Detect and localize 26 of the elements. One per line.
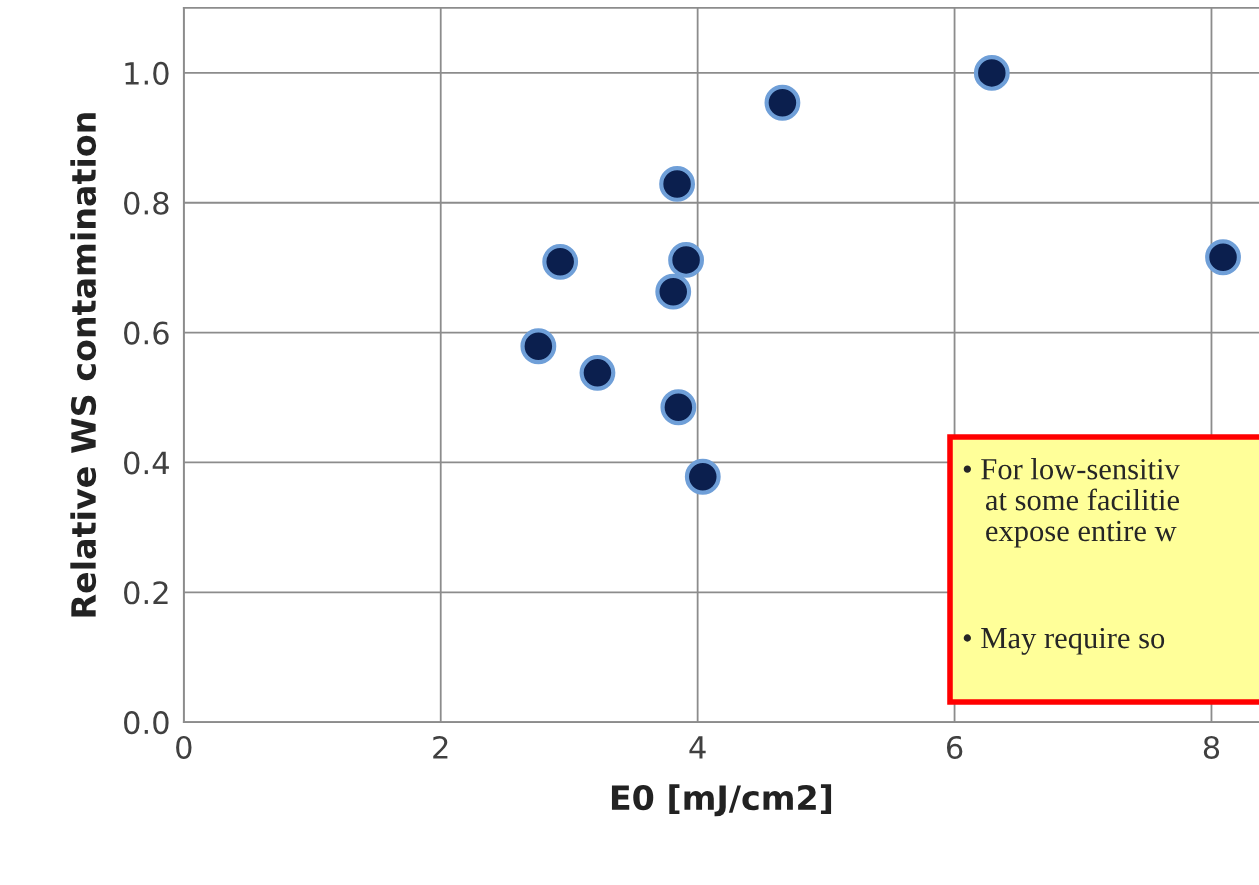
point	[520, 328, 557, 365]
y-axis-title: Relative WS contamination	[70, 113, 97, 617]
y-tick-label: 0.8	[124, 191, 169, 215]
point	[764, 84, 801, 121]
point	[579, 354, 616, 391]
x-axis-title: E0 [mJ/cm2]	[611, 784, 832, 817]
point	[973, 54, 1010, 91]
y-tick-label: 0.6	[124, 321, 169, 345]
y-tick-label: 0.0	[124, 711, 169, 735]
point	[655, 273, 692, 310]
x-tick-label: 6	[946, 735, 963, 760]
x-tick-label: 4	[689, 736, 706, 759]
point	[542, 243, 579, 280]
y-tick-label: 0.4	[124, 451, 169, 475]
point	[660, 389, 697, 426]
point	[668, 241, 705, 278]
annotation: • For low-sensitiv at some facilitie expose entire w	[963, 458, 1180, 548]
x-tick-label: 2	[433, 735, 448, 759]
y-tick-label: 0.2	[124, 581, 168, 605]
annotation: • May require so	[963, 627, 1165, 655]
point	[684, 458, 721, 495]
x-tick-label: 8	[1203, 735, 1220, 760]
point	[1205, 239, 1241, 276]
x-tick-label: 0	[176, 735, 192, 760]
point	[659, 165, 696, 202]
y-tick-label: 1.0	[125, 61, 169, 85]
